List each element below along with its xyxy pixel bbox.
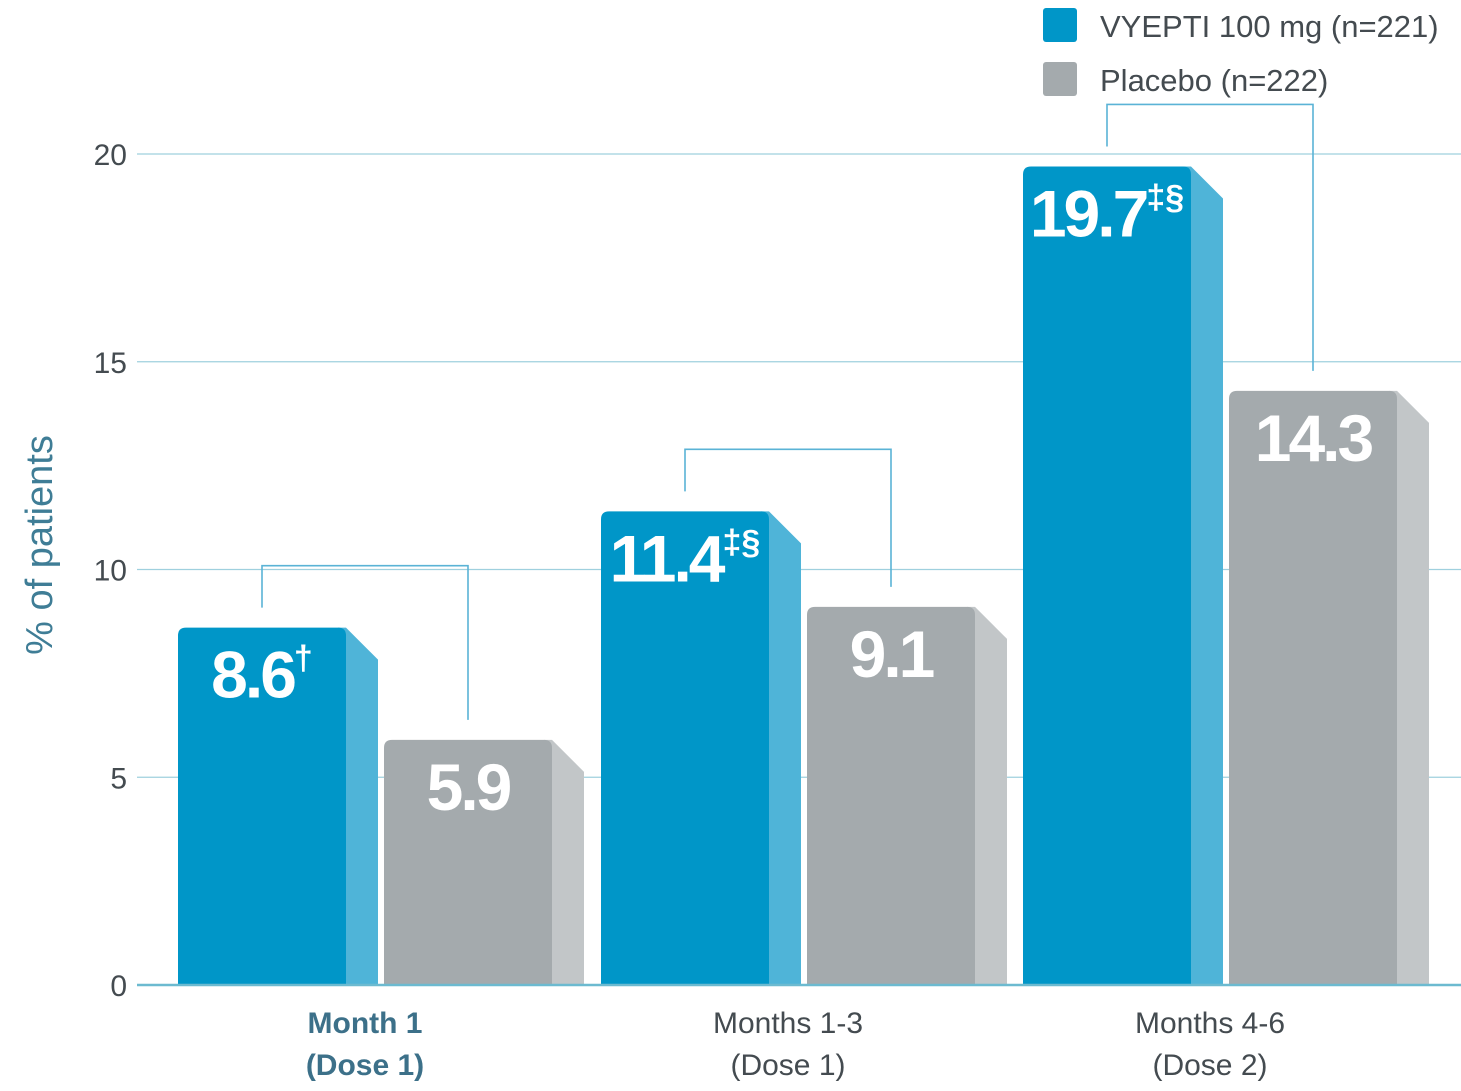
category-label: (Dose 1): [730, 1049, 845, 1082]
bar-side: [338, 627, 378, 985]
legend-swatch: [1043, 62, 1077, 96]
y-tick-label: 15: [94, 347, 127, 380]
bar-side: [1183, 166, 1223, 986]
category-label: Months 1-3: [713, 1007, 863, 1040]
y-axis-label: % of patients: [19, 435, 61, 655]
data-label: 5.9: [427, 750, 511, 824]
data-label: 11.4‡§: [610, 521, 761, 595]
category-labels: Month 1 (Dose 1) Months 1-3 (Dose 1) Months …: [306, 1007, 1285, 1082]
comparison-bracket: [261, 564, 469, 720]
category-label: (Dose 1): [306, 1049, 424, 1082]
category-label: (Dose 2): [1152, 1049, 1267, 1082]
comparison-brackets: [261, 103, 1314, 720]
data-label: 9.1: [850, 617, 934, 691]
bar: [601, 511, 769, 985]
bar-side: [544, 739, 584, 985]
bar: [1229, 390, 1397, 986]
y-axis-ticks: 0 5 10 15 20: [94, 139, 127, 1003]
y-tick-label: 10: [94, 555, 127, 588]
legend-swatch: [1043, 8, 1077, 42]
bar-side: [761, 511, 801, 985]
legend: VYEPTI 100 mg (n=221) Placebo (n=222): [1043, 8, 1439, 98]
bars: 8.6† 5.9 11.4‡§ 9.1 19.7‡§ 14.3: [178, 166, 1429, 986]
category-label: Month 1: [308, 1007, 423, 1040]
bar: [384, 739, 552, 985]
category-label: Months 4-6: [1135, 1007, 1285, 1040]
y-tick-label: 5: [110, 762, 127, 795]
comparison-bracket: [684, 448, 892, 587]
data-label: 8.6†: [211, 638, 313, 712]
bar-side: [967, 606, 1007, 985]
comparison-bracket: [1106, 103, 1314, 371]
y-tick-label: 20: [94, 139, 127, 172]
data-label: 14.3: [1255, 401, 1373, 475]
bar: [178, 627, 346, 985]
bar: [807, 606, 975, 985]
y-tick-label: 0: [110, 970, 127, 1003]
bar-side: [1389, 390, 1429, 986]
data-label: 19.7‡§: [1030, 176, 1184, 250]
legend-label: VYEPTI 100 mg (n=221): [1100, 9, 1439, 44]
bar: [1023, 166, 1191, 986]
legend-label: Placebo (n=222): [1100, 63, 1328, 98]
